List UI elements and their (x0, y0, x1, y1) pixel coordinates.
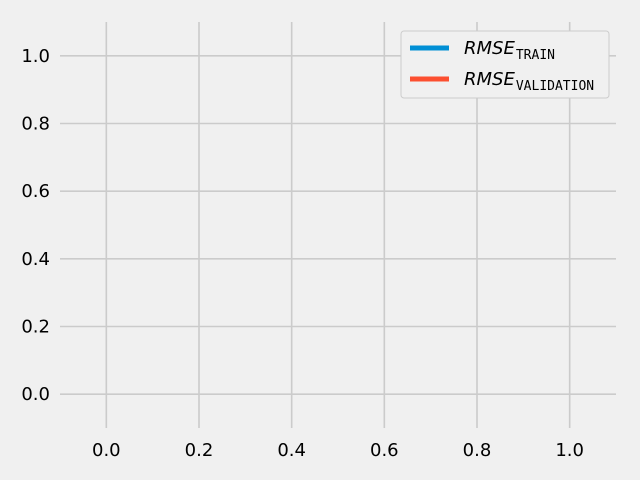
x-tick-label: 0.2 (185, 440, 214, 461)
legend-label-subscript: TRAIN (516, 48, 555, 63)
y-tick-label: 0.6 (21, 181, 50, 202)
y-tick-label: 0.0 (21, 384, 50, 405)
x-tick-label: 0.8 (463, 440, 492, 461)
y-tick-label: 1.0 (21, 46, 50, 67)
x-axis-ticks: 0.0 0.2 0.4 0.6 0.8 1.0 (92, 440, 584, 461)
x-tick-label: 0.6 (370, 440, 399, 461)
y-axis-ticks: 0.0 0.2 0.4 0.6 0.8 1.0 (21, 46, 50, 405)
legend-label-1: RMSEVALIDATION (464, 69, 594, 94)
x-tick-label: 0.0 (92, 440, 121, 461)
legend-label-subscript: VALIDATION (516, 79, 594, 94)
x-tick-label: 0.4 (277, 440, 306, 461)
legend-label-main: RMSE (464, 38, 515, 59)
y-tick-label: 0.8 (21, 114, 50, 135)
legend-label-main: RMSE (464, 69, 515, 90)
y-tick-label: 0.4 (21, 249, 50, 270)
x-tick-label: 1.0 (555, 440, 584, 461)
legend-box (400, 30, 610, 99)
legend-label-0: RMSETRAIN (464, 38, 555, 63)
y-tick-label: 0.2 (21, 317, 50, 338)
